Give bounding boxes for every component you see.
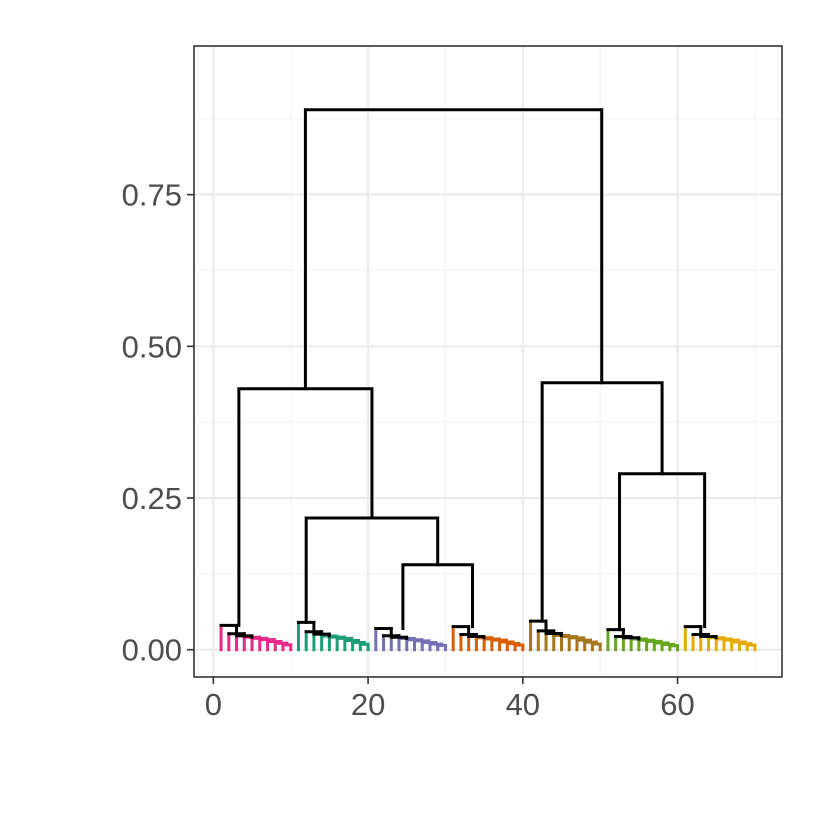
cluster-merge-link bbox=[540, 381, 664, 623]
x-tick-label: 20 bbox=[351, 687, 385, 722]
x-tick-label: 60 bbox=[660, 687, 694, 722]
y-tick-label: 0.50 bbox=[122, 329, 182, 364]
cluster-merge-link bbox=[304, 516, 440, 624]
x-tick-label: 0 bbox=[205, 687, 222, 722]
y-tick-label: 0.75 bbox=[122, 178, 182, 213]
dendrogram-branches bbox=[219, 108, 757, 652]
x-tick-label: 40 bbox=[506, 687, 540, 722]
minor-gridlines bbox=[194, 46, 782, 677]
major-gridlines bbox=[194, 46, 782, 677]
y-tick-label: 0.00 bbox=[122, 633, 182, 668]
plot-panel-border bbox=[193, 45, 783, 678]
y-tick-label: 0.25 bbox=[122, 481, 182, 516]
cluster-merge-link bbox=[303, 108, 604, 391]
axes: 0 20 40 60 0.00 0.25 0.50 0.75 bbox=[122, 178, 695, 722]
